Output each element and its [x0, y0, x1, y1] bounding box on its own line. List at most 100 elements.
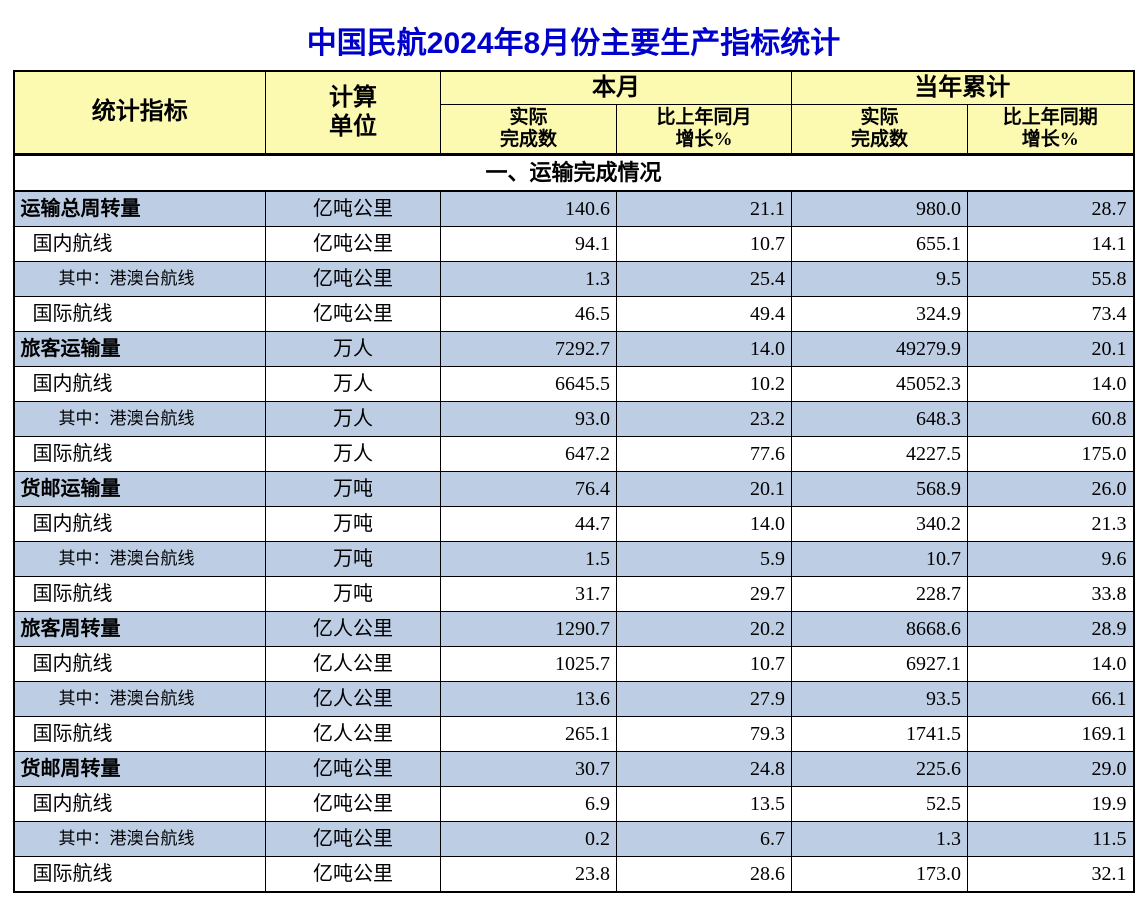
cell-unit: 亿人公里 — [266, 717, 441, 752]
cell-indicator: 其中：港澳台航线 — [14, 682, 266, 717]
cell-month-actual: 1290.7 — [441, 612, 617, 647]
table-row: 国内航线亿人公里1025.710.76927.114.0 — [14, 647, 1134, 682]
cell-month-actual: 0.2 — [441, 822, 617, 857]
cell-ytd-actual: 4227.5 — [792, 437, 968, 472]
cell-ytd-growth: 33.8 — [968, 577, 1134, 612]
table-row: 运输总周转量亿吨公里140.621.1980.028.7 — [14, 191, 1134, 227]
header-ytd-actual: 实际完成数 — [792, 105, 968, 155]
cell-ytd-growth: 169.1 — [968, 717, 1134, 752]
cell-unit: 亿人公里 — [266, 647, 441, 682]
cell-indicator: 国内航线 — [14, 367, 266, 402]
cell-month-growth: 21.1 — [617, 191, 792, 227]
table-row: 国内航线亿吨公里94.110.7655.114.1 — [14, 227, 1134, 262]
cell-month-growth: 20.1 — [617, 472, 792, 507]
header-month-growth: 比上年同月增长% — [617, 105, 792, 155]
cell-unit: 万人 — [266, 367, 441, 402]
cell-ytd-actual: 225.6 — [792, 752, 968, 787]
cell-unit: 万吨 — [266, 577, 441, 612]
cell-indicator: 旅客周转量 — [14, 612, 266, 647]
cell-ytd-growth: 28.9 — [968, 612, 1134, 647]
cell-ytd-actual: 6927.1 — [792, 647, 968, 682]
cell-month-growth: 10.7 — [617, 227, 792, 262]
cell-month-actual: 1.3 — [441, 262, 617, 297]
cell-unit: 亿吨公里 — [266, 227, 441, 262]
cell-indicator: 货邮周转量 — [14, 752, 266, 787]
table-row: 旅客运输量万人7292.714.049279.920.1 — [14, 332, 1134, 367]
cell-ytd-growth: 9.6 — [968, 542, 1134, 577]
cell-month-actual: 647.2 — [441, 437, 617, 472]
cell-unit: 亿吨公里 — [266, 262, 441, 297]
cell-month-actual: 140.6 — [441, 191, 617, 227]
cell-unit: 万人 — [266, 437, 441, 472]
table-row: 其中：港澳台航线万人93.023.2648.360.8 — [14, 402, 1134, 437]
cell-ytd-growth: 14.0 — [968, 367, 1134, 402]
cell-month-growth: 79.3 — [617, 717, 792, 752]
table-row: 国际航线亿人公里265.179.31741.5169.1 — [14, 717, 1134, 752]
table-row: 其中：港澳台航线亿吨公里0.26.71.311.5 — [14, 822, 1134, 857]
header-month-group: 本月 — [441, 71, 792, 105]
cell-month-growth: 23.2 — [617, 402, 792, 437]
cell-indicator: 国际航线 — [14, 577, 266, 612]
cell-ytd-growth: 19.9 — [968, 787, 1134, 822]
cell-indicator: 国内航线 — [14, 647, 266, 682]
cell-unit: 亿人公里 — [266, 612, 441, 647]
cell-indicator: 旅客运输量 — [14, 332, 266, 367]
cell-month-actual: 93.0 — [441, 402, 617, 437]
table-row: 国内航线万吨44.714.0340.221.3 — [14, 507, 1134, 542]
table-row: 货邮周转量亿吨公里30.724.8225.629.0 — [14, 752, 1134, 787]
cell-indicator: 其中：港澳台航线 — [14, 542, 266, 577]
cell-indicator: 国际航线 — [14, 717, 266, 752]
cell-ytd-actual: 568.9 — [792, 472, 968, 507]
cell-unit: 万人 — [266, 332, 441, 367]
cell-month-growth: 10.7 — [617, 647, 792, 682]
table-row: 国际航线亿吨公里46.549.4324.973.4 — [14, 297, 1134, 332]
cell-unit: 亿吨公里 — [266, 191, 441, 227]
cell-ytd-growth: 21.3 — [968, 507, 1134, 542]
cell-month-growth: 49.4 — [617, 297, 792, 332]
cell-month-growth: 28.6 — [617, 857, 792, 893]
cell-month-actual: 46.5 — [441, 297, 617, 332]
table-row: 国际航线万吨31.729.7228.733.8 — [14, 577, 1134, 612]
cell-ytd-actual: 9.5 — [792, 262, 968, 297]
cell-month-actual: 7292.7 — [441, 332, 617, 367]
cell-indicator: 其中：港澳台航线 — [14, 402, 266, 437]
cell-indicator: 货邮运输量 — [14, 472, 266, 507]
table-row: 其中：港澳台航线亿人公里13.627.993.566.1 — [14, 682, 1134, 717]
cell-ytd-growth: 20.1 — [968, 332, 1134, 367]
header-unit: 计算单位 — [266, 71, 441, 155]
cell-unit: 亿吨公里 — [266, 857, 441, 893]
cell-indicator: 国内航线 — [14, 227, 266, 262]
cell-month-actual: 1025.7 — [441, 647, 617, 682]
table-row: 其中：港澳台航线万吨1.55.910.79.6 — [14, 542, 1134, 577]
cell-ytd-growth: 55.8 — [968, 262, 1134, 297]
cell-ytd-growth: 32.1 — [968, 857, 1134, 893]
table-row: 国内航线万人6645.510.245052.314.0 — [14, 367, 1134, 402]
table-row: 旅客周转量亿人公里1290.720.28668.628.9 — [14, 612, 1134, 647]
cell-unit: 亿吨公里 — [266, 787, 441, 822]
cell-month-actual: 44.7 — [441, 507, 617, 542]
table-row: 国内航线亿吨公里6.913.552.519.9 — [14, 787, 1134, 822]
cell-ytd-actual: 49279.9 — [792, 332, 968, 367]
cell-ytd-growth: 26.0 — [968, 472, 1134, 507]
cell-ytd-actual: 93.5 — [792, 682, 968, 717]
cell-ytd-actual: 1.3 — [792, 822, 968, 857]
cell-month-growth: 24.8 — [617, 752, 792, 787]
cell-unit: 万吨 — [266, 472, 441, 507]
cell-month-growth: 20.2 — [617, 612, 792, 647]
cell-ytd-growth: 29.0 — [968, 752, 1134, 787]
cell-month-growth: 6.7 — [617, 822, 792, 857]
cell-ytd-growth: 66.1 — [968, 682, 1134, 717]
cell-ytd-actual: 45052.3 — [792, 367, 968, 402]
cell-indicator: 国际航线 — [14, 857, 266, 893]
cell-month-growth: 5.9 — [617, 542, 792, 577]
cell-month-growth: 27.9 — [617, 682, 792, 717]
cell-month-actual: 94.1 — [441, 227, 617, 262]
cell-month-growth: 25.4 — [617, 262, 792, 297]
cell-unit: 亿吨公里 — [266, 822, 441, 857]
cell-unit: 亿人公里 — [266, 682, 441, 717]
cell-indicator: 其中：港澳台航线 — [14, 822, 266, 857]
cell-indicator: 其中：港澳台航线 — [14, 262, 266, 297]
table-row: 国际航线万人647.277.64227.5175.0 — [14, 437, 1134, 472]
cell-ytd-actual: 655.1 — [792, 227, 968, 262]
cell-ytd-actual: 1741.5 — [792, 717, 968, 752]
